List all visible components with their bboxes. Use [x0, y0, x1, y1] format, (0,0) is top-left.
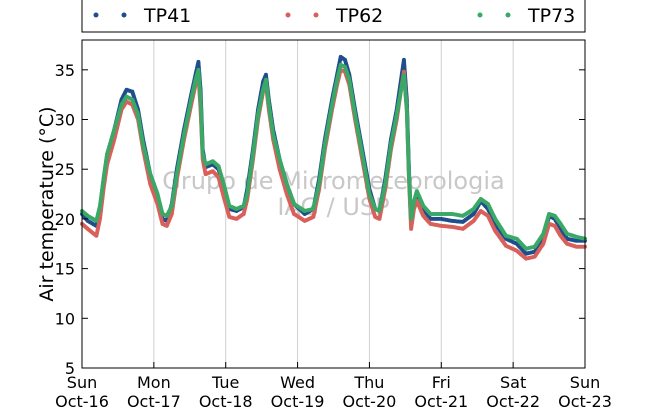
legend-label: TP62 [335, 5, 383, 27]
legend-entry-TP73: TP73 [477, 5, 575, 27]
legend-marker [477, 12, 483, 18]
legend-marker [285, 12, 291, 18]
x-tick-day-label: Wed [280, 373, 315, 392]
legend-marker [505, 12, 511, 18]
x-tick-day-label: Sun [570, 373, 600, 392]
y-tick-label: 15 [55, 260, 75, 279]
y-tick-label: 5 [65, 359, 75, 378]
y-tick-label: 10 [55, 309, 75, 328]
y-axis-label: Air temperature (°C) [36, 106, 58, 301]
legend-label: TP73 [527, 5, 575, 27]
series-TP41 [80, 54, 587, 256]
x-tick-date-label: Oct-20 [343, 392, 397, 409]
legend-entry-TP41: TP41 [93, 5, 191, 27]
x-tick-day-label: Thu [353, 373, 384, 392]
legend-marker [313, 12, 319, 18]
x-axis: SunOct-16MonOct-17TueOct-18WedOct-19ThuO… [55, 362, 612, 409]
legend-marker [93, 12, 99, 18]
plot-frame [81, 39, 586, 369]
series-TP73 [80, 62, 587, 251]
y-tick-label: 20 [55, 210, 75, 229]
y-tick-label: 35 [55, 61, 75, 80]
legend-box [81, 0, 586, 33]
x-tick-date-label: Oct-18 [199, 392, 253, 409]
data-points [80, 54, 587, 261]
y-axis: 5 10 15 20 25 30 35 [55, 61, 585, 378]
x-tick-day-label: Fri [432, 373, 451, 392]
x-tick-date-label: Oct-17 [127, 392, 181, 409]
x-tick-day-label: Mon [137, 373, 171, 392]
x-tick-date-label: Oct-19 [271, 392, 325, 409]
x-tick-date-label: Oct-23 [558, 392, 612, 409]
y-tick-label: 30 [55, 111, 75, 130]
y-tick-label: 25 [55, 160, 75, 179]
legend-label: TP41 [143, 5, 191, 27]
legend-marker [121, 12, 127, 18]
legend-entry-TP62: TP62 [285, 5, 383, 27]
x-tick-day-label: Tue [211, 373, 239, 392]
legend: TP41 TP62 TP73 [81, 0, 586, 33]
x-tick-date-label: Oct-16 [55, 392, 109, 409]
x-tick-day-label: Sat [500, 373, 526, 392]
x-tick-date-label: Oct-21 [414, 392, 468, 409]
x-tick-date-label: Oct-22 [486, 392, 540, 409]
x-tick-day-label: Sun [67, 373, 97, 392]
